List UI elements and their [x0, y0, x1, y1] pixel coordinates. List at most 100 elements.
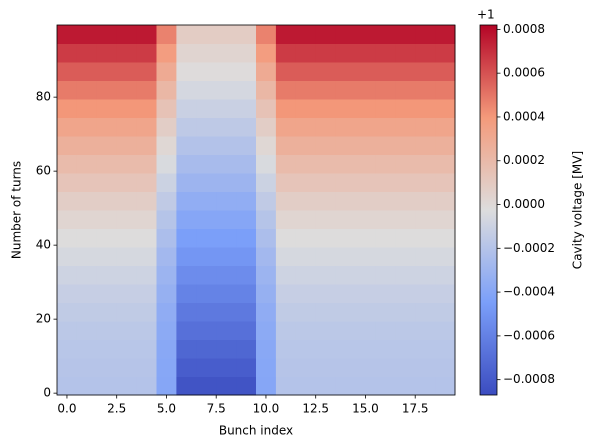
heatmap-cell [335, 154, 356, 174]
heatmap-cell [395, 284, 416, 303]
heatmap-cell [275, 173, 297, 192]
heatmap-cell [196, 210, 217, 229]
heatmap-cell [415, 339, 436, 359]
heatmap-cell [395, 339, 416, 359]
heatmap-cell [216, 99, 237, 118]
heatmap-cell [96, 321, 118, 340]
heatmap-cell [57, 284, 78, 303]
heatmap-cell [375, 80, 396, 100]
heatmap-cell [136, 99, 157, 118]
heatmap-cell [156, 99, 177, 118]
heatmap-cell [216, 247, 237, 266]
heatmap-cell [415, 302, 436, 322]
heatmap-cell [96, 210, 118, 229]
heatmap-cell [315, 210, 337, 229]
heatmap-cell [116, 321, 138, 340]
heatmap-cell [57, 43, 78, 63]
heatmap-cell [415, 191, 436, 211]
heatmap-cell [196, 284, 217, 303]
heatmap-cell [375, 302, 396, 322]
heatmap-cell [96, 228, 118, 248]
colorbar-label: Cavity voltage [MV] [571, 151, 585, 269]
heatmap-cell [236, 265, 257, 285]
heatmap-cell [335, 62, 356, 81]
heatmap-cell [295, 62, 317, 81]
heatmap-cell [176, 136, 197, 155]
heatmap-cell [156, 191, 177, 211]
heatmap-cell [176, 376, 197, 396]
heatmap-cell [236, 43, 257, 63]
heatmap-cell [156, 43, 177, 63]
heatmap-cell [295, 173, 317, 192]
heatmap-cell [176, 62, 197, 81]
heatmap-cell [315, 25, 337, 44]
heatmap-cell [156, 358, 177, 377]
colorbar-tick-label: 0.0008 [503, 22, 545, 36]
heatmap-cell [176, 191, 197, 211]
heatmap-cell [216, 191, 237, 211]
heatmap-cell [335, 136, 356, 155]
heatmap-cell [335, 339, 356, 359]
heatmap-cell [136, 339, 157, 359]
heatmap-cell [236, 284, 257, 303]
heatmap-cell [96, 25, 118, 44]
heatmap-cell [355, 173, 376, 192]
heatmap-cell [216, 136, 237, 155]
heatmap-cell [355, 154, 376, 174]
heatmap-cell [116, 210, 138, 229]
heatmap-cell [116, 302, 138, 322]
heatmap-cell [395, 247, 416, 266]
heatmap-cell [136, 358, 157, 377]
colorbar [479, 24, 498, 396]
heatmap-cell [295, 302, 317, 322]
heatmap-cell [415, 117, 436, 137]
heatmap-cell [256, 99, 277, 118]
heatmap-cell [295, 265, 317, 285]
heatmap-cell [76, 62, 98, 81]
heatmap-cell [76, 99, 98, 118]
heatmap-cell [76, 358, 98, 377]
heatmap-cell [136, 284, 157, 303]
heatmap-cell [395, 62, 416, 81]
heatmap-cell [236, 80, 257, 100]
heatmap-cell [116, 154, 138, 174]
heatmap-cell [315, 358, 337, 377]
heatmap-cell [375, 191, 396, 211]
heatmap-cell [236, 228, 257, 248]
heatmap-cell [96, 99, 118, 118]
heatmap-cell [176, 117, 197, 137]
heatmap-cell [156, 284, 177, 303]
heatmap-cell [295, 228, 317, 248]
heatmap-cell [136, 376, 157, 396]
y-axis-label: Number of turns [10, 161, 24, 259]
x-tick-label: 5.0 [157, 402, 176, 416]
heatmap-cell [335, 210, 356, 229]
heatmap-cell [116, 136, 138, 155]
heatmap-cell [136, 43, 157, 63]
heatmap-cell [355, 284, 376, 303]
heatmap-cell [116, 376, 138, 396]
heatmap-cell [96, 136, 118, 155]
heatmap-cell [275, 247, 297, 266]
heatmap-cell [395, 117, 416, 137]
heatmap-cell [76, 247, 98, 266]
heatmap-cell [415, 284, 436, 303]
heatmap-cell [236, 191, 257, 211]
heatmap-cell [256, 191, 277, 211]
heatmap-cell [196, 247, 217, 266]
heatmap-cell [136, 62, 157, 81]
heatmap-cell [275, 358, 297, 377]
heatmap-cell [116, 358, 138, 377]
heatmap-cell [156, 154, 177, 174]
heatmap-cell [435, 376, 456, 396]
heatmap-cell [96, 284, 118, 303]
heatmap-cell [156, 321, 177, 340]
heatmap-cell [116, 62, 138, 81]
heatmap-cell [295, 376, 317, 396]
heatmap-cell [415, 210, 436, 229]
heatmap-cell [57, 247, 78, 266]
heatmap-cell [335, 99, 356, 118]
heatmap-cell [57, 358, 78, 377]
heatmap-cell [256, 62, 277, 81]
heatmap-cell [57, 339, 78, 359]
